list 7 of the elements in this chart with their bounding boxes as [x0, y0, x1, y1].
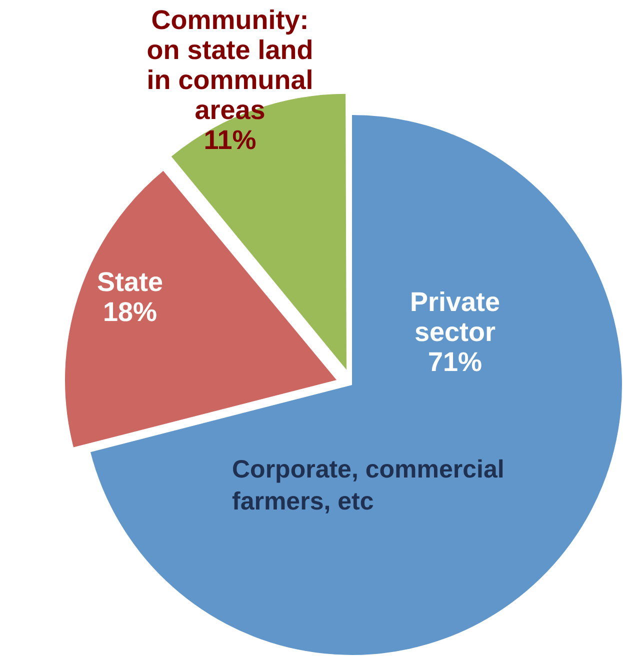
slice-label: Community: on state land in communal areas	[146, 4, 314, 125]
text: Corporate, commercial farmers, etc	[232, 455, 504, 516]
slice-label: Private sector	[410, 286, 500, 347]
slice-label: State	[96, 266, 164, 297]
data-label: 18%	[102, 296, 158, 327]
data-label: 11%	[204, 124, 256, 155]
data-label: 71%	[428, 346, 482, 377]
